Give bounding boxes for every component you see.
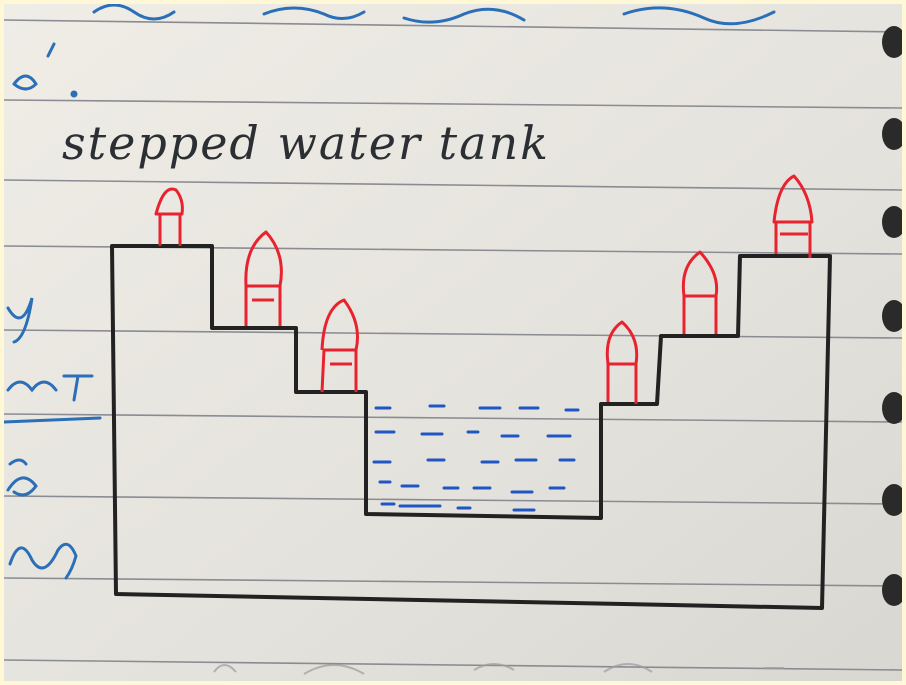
notebook-photo: stepped water tank (4, 4, 902, 681)
water-dashes (372, 404, 580, 512)
notebook-page (4, 4, 902, 681)
pillar-1 (154, 187, 184, 246)
margin-scrawl (4, 297, 102, 580)
red-pillars (154, 174, 814, 404)
stepped-tank-outline (110, 244, 832, 610)
pillar-3 (320, 298, 359, 393)
pillar-5 (681, 250, 719, 334)
spiral-binding (882, 26, 902, 606)
heading-stepped-water-tank: stepped water tank (62, 116, 551, 170)
bottom-scrawl (213, 663, 784, 675)
top-scrawl (12, 4, 776, 98)
paper-background (4, 4, 902, 681)
pillar-4 (605, 320, 639, 404)
pillar-6 (772, 174, 814, 258)
pillar-2 (244, 230, 283, 326)
